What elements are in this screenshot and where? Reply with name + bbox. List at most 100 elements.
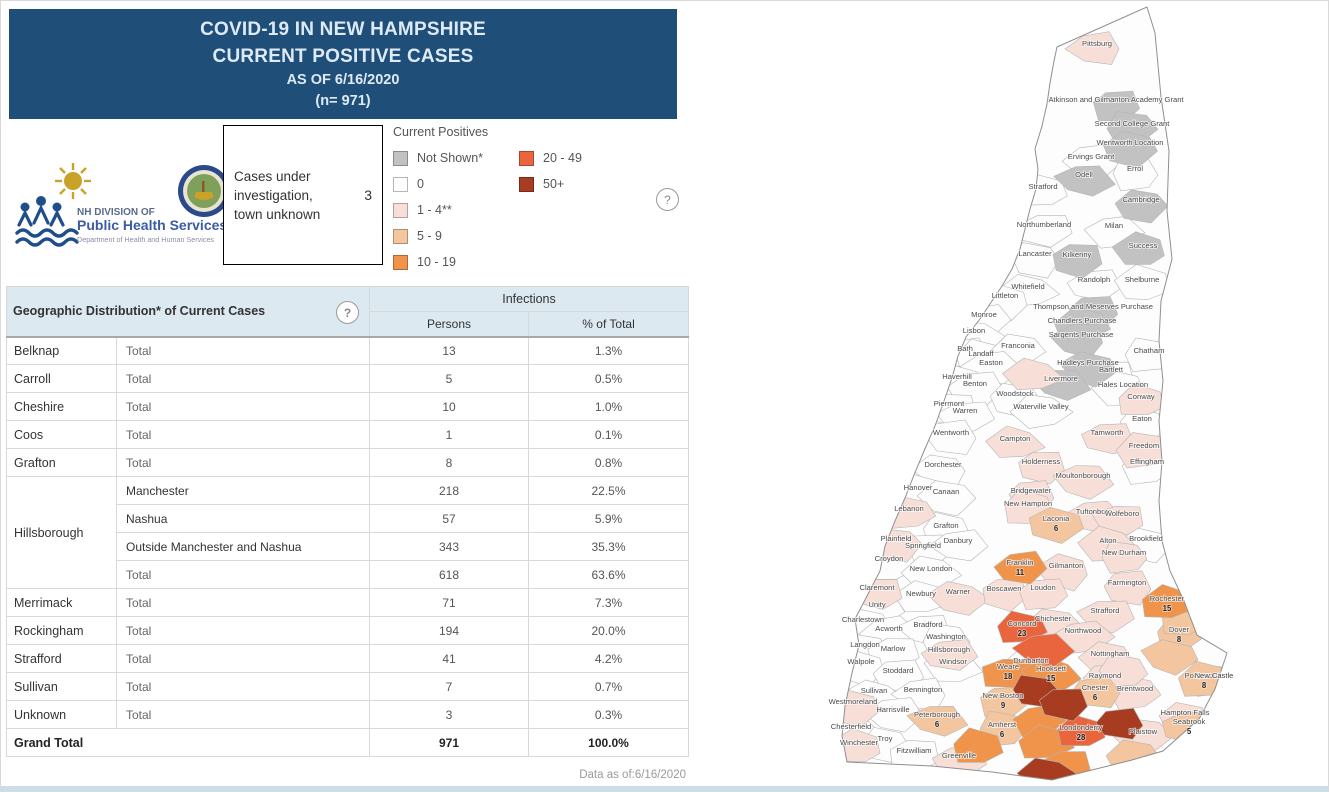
town-region-franklin[interactable] bbox=[993, 550, 1048, 585]
persons-cell: 618 bbox=[369, 560, 529, 589]
pct-cell: 22.5% bbox=[527, 476, 690, 505]
town-region-danbury[interactable] bbox=[928, 529, 989, 562]
legend-item[interactable]: 50+ bbox=[519, 171, 582, 197]
town-region-waterville-valley[interactable] bbox=[1009, 394, 1074, 429]
col-header-persons: Persons bbox=[369, 311, 529, 337]
area-cell: Manchester bbox=[116, 476, 370, 505]
town-region-odell[interactable] bbox=[1053, 165, 1116, 197]
town-region-success[interactable] bbox=[1111, 231, 1165, 265]
legend-item[interactable]: 5 - 9 bbox=[393, 223, 483, 249]
table-row[interactable]: Cheshire Total 10 1.0% bbox=[6, 392, 690, 421]
persons-cell: 343 bbox=[369, 532, 529, 561]
table-row[interactable]: Outside Manchester and Nashua 343 35.3% bbox=[7, 532, 690, 561]
grand-total-pct: 100.0% bbox=[527, 728, 690, 757]
legend-title: Current Positives bbox=[393, 125, 489, 139]
area-cell: Total bbox=[116, 700, 370, 729]
town-label: Newbury bbox=[906, 589, 936, 598]
table-row[interactable]: Hillsborough Manchester 218 22.5% bbox=[6, 476, 690, 589]
area-cell: Total bbox=[116, 364, 370, 393]
table-row[interactable]: Rockingham Total 194 20.0% bbox=[6, 616, 690, 645]
town-label: Raymond bbox=[1089, 671, 1122, 680]
legend-item-label: 0 bbox=[417, 177, 424, 191]
state-outline bbox=[841, 6, 1228, 781]
town-label: Landaff bbox=[968, 349, 994, 358]
town-region-kilkenny[interactable] bbox=[1052, 244, 1103, 279]
town-region-wentworth-location[interactable] bbox=[1103, 130, 1158, 169]
legend-item-label: 10 - 19 bbox=[417, 255, 456, 269]
table-row[interactable]: Grafton Total 8 0.8% bbox=[6, 448, 690, 477]
grand-total-row[interactable]: Grand Total 971 100.0% bbox=[6, 728, 690, 757]
town-label: Warren bbox=[953, 406, 978, 415]
town-region[interactable] bbox=[1002, 357, 1066, 391]
table-help-icon[interactable]: ? bbox=[336, 301, 359, 325]
pct-cell: 4.2% bbox=[527, 644, 690, 673]
town-region-warner[interactable] bbox=[926, 581, 991, 616]
town-region-new-durham[interactable] bbox=[1101, 540, 1148, 574]
town-region-canaan[interactable] bbox=[916, 480, 977, 517]
grand-total-persons: 971 bbox=[369, 728, 529, 757]
persons-cell: 7 bbox=[369, 672, 529, 701]
table-row[interactable]: Strafford Total 41 4.2% bbox=[6, 644, 690, 673]
table-row[interactable]: Nashua 57 5.9% bbox=[7, 504, 690, 533]
persons-cell: 41 bbox=[369, 644, 529, 673]
legend-item[interactable]: 0 bbox=[393, 171, 483, 197]
town-case-count: 18 bbox=[1004, 672, 1013, 681]
legend-item[interactable]: Not Shown* bbox=[393, 145, 483, 171]
town-label: Dunbarton bbox=[1013, 656, 1048, 665]
town-region[interactable] bbox=[1095, 707, 1144, 740]
persons-cell: 57 bbox=[369, 504, 529, 533]
table-row[interactable]: Total 618 63.6% bbox=[7, 560, 690, 589]
town-region-conway[interactable] bbox=[1118, 383, 1165, 416]
town-region-loudon[interactable] bbox=[1018, 578, 1069, 610]
town-region-laconia[interactable] bbox=[1028, 507, 1085, 544]
legend-help-icon[interactable]: ? bbox=[656, 188, 679, 211]
town-label: Walpole bbox=[847, 657, 874, 666]
town-region-farmington[interactable] bbox=[1103, 570, 1152, 606]
logo-org-line1: NH DIVISION OF bbox=[77, 207, 155, 218]
town-label: Tuftonboro bbox=[1076, 507, 1112, 516]
persons-cell: 194 bbox=[369, 616, 529, 645]
town-region-hillsborough[interactable] bbox=[920, 639, 979, 671]
town-label: Dorchester bbox=[924, 460, 962, 469]
data-as-of-caption: Data as of:6/16/2020 bbox=[579, 769, 686, 781]
town-region-holderness[interactable] bbox=[1018, 452, 1065, 485]
table-row[interactable]: Unknown Total 3 0.3% bbox=[6, 700, 690, 729]
town-region-pittsburg[interactable] bbox=[1064, 31, 1120, 65]
town-region[interactable] bbox=[1039, 688, 1088, 722]
town-region[interactable] bbox=[1140, 639, 1199, 676]
town-region-shelburne[interactable] bbox=[1113, 264, 1172, 300]
town-label: Dover bbox=[1169, 625, 1190, 634]
town-label: Winchester bbox=[840, 738, 878, 747]
town-region[interactable] bbox=[1016, 757, 1079, 792]
town-label: Eaton bbox=[1132, 414, 1152, 423]
town-region[interactable] bbox=[1011, 633, 1076, 667]
nh-dphs-logo: NH DIVISION OF Public Health Services De… bbox=[15, 163, 230, 247]
title-banner: COVID-19 IN NEW HAMPSHIRE CURRENT POSITI… bbox=[9, 9, 677, 119]
town-label: Langdon bbox=[850, 640, 880, 649]
town-region-cambridge[interactable] bbox=[1114, 189, 1169, 224]
table-row[interactable]: Sullivan Total 7 0.7% bbox=[6, 672, 690, 701]
town-label: Wentworth bbox=[933, 428, 969, 437]
town-region[interactable] bbox=[953, 727, 1004, 763]
legend-item[interactable]: 1 - 4** bbox=[393, 197, 483, 223]
table-row[interactable]: Coos Total 1 0.1% bbox=[6, 420, 690, 449]
table-title-cell: Geographic Distribution* of Current Case… bbox=[6, 286, 370, 337]
town-region-winchester[interactable] bbox=[828, 728, 881, 762]
town-region[interactable] bbox=[1098, 653, 1149, 688]
table-row[interactable]: Merrimack Total 71 7.3% bbox=[6, 588, 690, 617]
legend-item[interactable]: 10 - 19 bbox=[393, 249, 483, 275]
county-cell: Rockingham bbox=[6, 616, 117, 645]
town-region-moultonborough[interactable] bbox=[1052, 465, 1115, 500]
town-region-westmoreland[interactable] bbox=[827, 689, 881, 728]
grand-total-label: Grand Total bbox=[6, 728, 370, 757]
table-row[interactable]: Carroll Total 5 0.5% bbox=[6, 364, 690, 393]
town-label: Bartlett bbox=[1099, 365, 1124, 374]
persons-cell: 3 bbox=[369, 700, 529, 729]
town-region-peterborough[interactable] bbox=[906, 705, 969, 737]
banner-line1: COVID-19 IN NEW HAMPSHIRE bbox=[200, 19, 486, 40]
town-region-campton[interactable] bbox=[985, 425, 1046, 458]
town-case-count: 6 bbox=[1000, 730, 1005, 739]
legend-item[interactable]: 20 - 49 bbox=[519, 145, 582, 171]
table-row[interactable]: Belknap Total 13 1.3% bbox=[6, 336, 690, 365]
